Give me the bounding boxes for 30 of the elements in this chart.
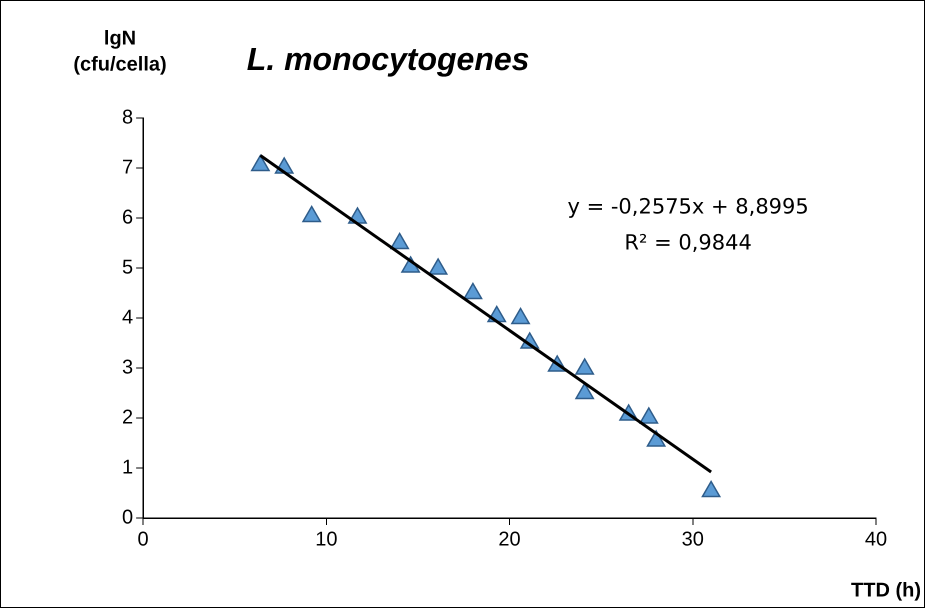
point bbox=[575, 382, 594, 400]
point bbox=[575, 358, 594, 375]
point bbox=[646, 430, 666, 447]
chart-title: L. monocytogenes bbox=[246, 40, 530, 77]
point bbox=[639, 407, 658, 424]
x-tick-label: 20 bbox=[498, 528, 521, 551]
point bbox=[250, 154, 270, 172]
x-tick-label: 0 bbox=[138, 528, 149, 551]
y-tick-label: 6 bbox=[122, 206, 134, 229]
point bbox=[464, 282, 482, 300]
y-tick-label: 1 bbox=[122, 456, 134, 479]
annotation: y = -0,2575x + 8,8995 bbox=[567, 194, 809, 218]
point bbox=[702, 480, 721, 498]
point bbox=[428, 258, 448, 275]
point bbox=[390, 232, 410, 250]
y-tick-label: 5 bbox=[122, 256, 134, 279]
point bbox=[302, 206, 322, 222]
y-tick-label: 2 bbox=[122, 406, 134, 429]
y-tick-label: 0 bbox=[122, 506, 134, 529]
y-tick-label: 8 bbox=[122, 106, 134, 129]
y-axis-title: lgN (cfu/cella) bbox=[73, 28, 167, 76]
x-tick-label: 40 bbox=[864, 528, 888, 551]
y-tick-label: 7 bbox=[122, 156, 134, 179]
point bbox=[511, 308, 530, 324]
x-axis-title: TTD (h) bbox=[851, 580, 921, 602]
x-tick-label: 10 bbox=[315, 528, 338, 551]
annotation: R² = 0,9844 bbox=[624, 230, 752, 254]
y-tick-label: 4 bbox=[122, 306, 134, 329]
y-tick-label: 3 bbox=[122, 356, 134, 379]
x-tick-label: 30 bbox=[682, 528, 704, 551]
